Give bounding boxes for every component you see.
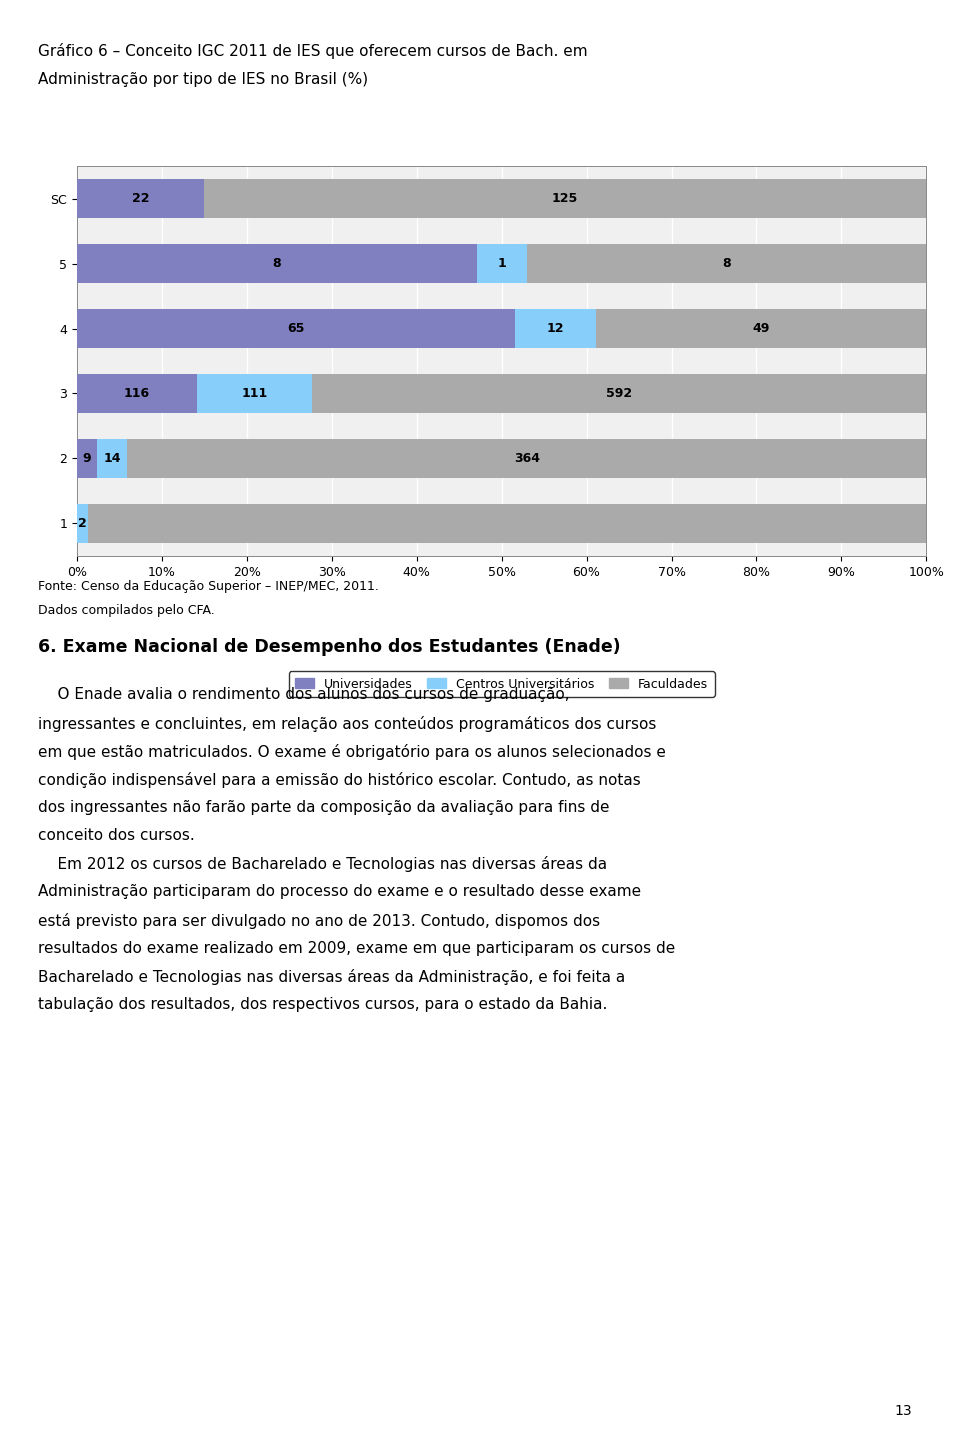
Text: Administração por tipo de IES no Brasil (%): Administração por tipo de IES no Brasil … bbox=[38, 72, 369, 87]
Bar bbox=[128, 439, 926, 478]
Text: 592: 592 bbox=[607, 387, 633, 400]
Bar bbox=[516, 309, 596, 348]
Text: 1: 1 bbox=[497, 257, 506, 270]
Text: 6. Exame Nacional de Desempenho dos Estudantes (Enade): 6. Exame Nacional de Desempenho dos Estu… bbox=[38, 638, 621, 656]
Bar bbox=[77, 309, 516, 348]
Bar bbox=[312, 374, 926, 413]
Text: 8: 8 bbox=[722, 257, 731, 270]
Bar bbox=[77, 244, 476, 283]
Text: 111: 111 bbox=[242, 387, 268, 400]
Text: condição indispensável para a emissão do histórico escolar. Contudo, as notas: condição indispensável para a emissão do… bbox=[38, 771, 641, 788]
Text: tabulação dos resultados, dos respectivos cursos, para o estado da Bahia.: tabulação dos resultados, dos respectivo… bbox=[38, 996, 608, 1012]
Text: 14: 14 bbox=[103, 452, 121, 465]
Text: conceito dos cursos.: conceito dos cursos. bbox=[38, 829, 195, 843]
Legend: Universidades, Centros Universitários, Faculdades: Universidades, Centros Universitários, F… bbox=[289, 671, 714, 697]
Text: ingressantes e concluintes, em relação aos conteúdos programáticos dos cursos: ingressantes e concluintes, em relação a… bbox=[38, 715, 657, 732]
Bar bbox=[527, 244, 926, 283]
Text: 65: 65 bbox=[287, 322, 304, 335]
Bar bbox=[476, 244, 527, 283]
Bar bbox=[77, 374, 197, 413]
Text: O Enade avalia o rendimento dos alunos dos cursos de graduação,: O Enade avalia o rendimento dos alunos d… bbox=[38, 687, 570, 702]
Text: 12: 12 bbox=[547, 322, 564, 335]
Text: 2: 2 bbox=[78, 517, 86, 530]
Text: 364: 364 bbox=[514, 452, 540, 465]
Text: em que estão matriculados. O exame é obrigatório para os alunos selecionados e: em que estão matriculados. O exame é obr… bbox=[38, 744, 666, 760]
Text: 116: 116 bbox=[124, 387, 150, 400]
Bar bbox=[197, 374, 312, 413]
Text: 9: 9 bbox=[83, 452, 91, 465]
Text: 13: 13 bbox=[895, 1404, 912, 1418]
Bar bbox=[77, 504, 87, 543]
Text: 22: 22 bbox=[132, 192, 149, 205]
Text: Gráfico 6 – Conceito IGC 2011 de IES que oferecem cursos de Bach. em: Gráfico 6 – Conceito IGC 2011 de IES que… bbox=[38, 43, 588, 59]
Bar bbox=[204, 179, 926, 218]
Text: 8: 8 bbox=[273, 257, 281, 270]
Text: Fonte: Censo da Educação Superior – INEP/MEC, 2011.: Fonte: Censo da Educação Superior – INEP… bbox=[38, 580, 379, 593]
Text: Bacharelado e Tecnologias nas diversas áreas da Administração, e foi feita a: Bacharelado e Tecnologias nas diversas á… bbox=[38, 969, 626, 985]
Text: Dados compilados pelo CFA.: Dados compilados pelo CFA. bbox=[38, 604, 215, 617]
Bar bbox=[77, 179, 204, 218]
Text: 49: 49 bbox=[753, 322, 770, 335]
Text: Em 2012 os cursos de Bacharelado e Tecnologias nas diversas áreas da: Em 2012 os cursos de Bacharelado e Tecno… bbox=[38, 856, 608, 872]
Text: dos ingressantes não farão parte da composição da avaliação para fins de: dos ingressantes não farão parte da comp… bbox=[38, 800, 610, 814]
Bar bbox=[596, 309, 926, 348]
Bar bbox=[87, 504, 926, 543]
Text: resultados do exame realizado em 2009, exame em que participaram os cursos de: resultados do exame realizado em 2009, e… bbox=[38, 941, 676, 956]
Text: 125: 125 bbox=[552, 192, 578, 205]
Text: está previsto para ser divulgado no ano de 2013. Contudo, dispomos dos: está previsto para ser divulgado no ano … bbox=[38, 913, 601, 928]
Bar bbox=[77, 439, 97, 478]
Bar bbox=[97, 439, 128, 478]
Text: Administração participaram do processo do exame e o resultado desse exame: Administração participaram do processo d… bbox=[38, 884, 641, 900]
